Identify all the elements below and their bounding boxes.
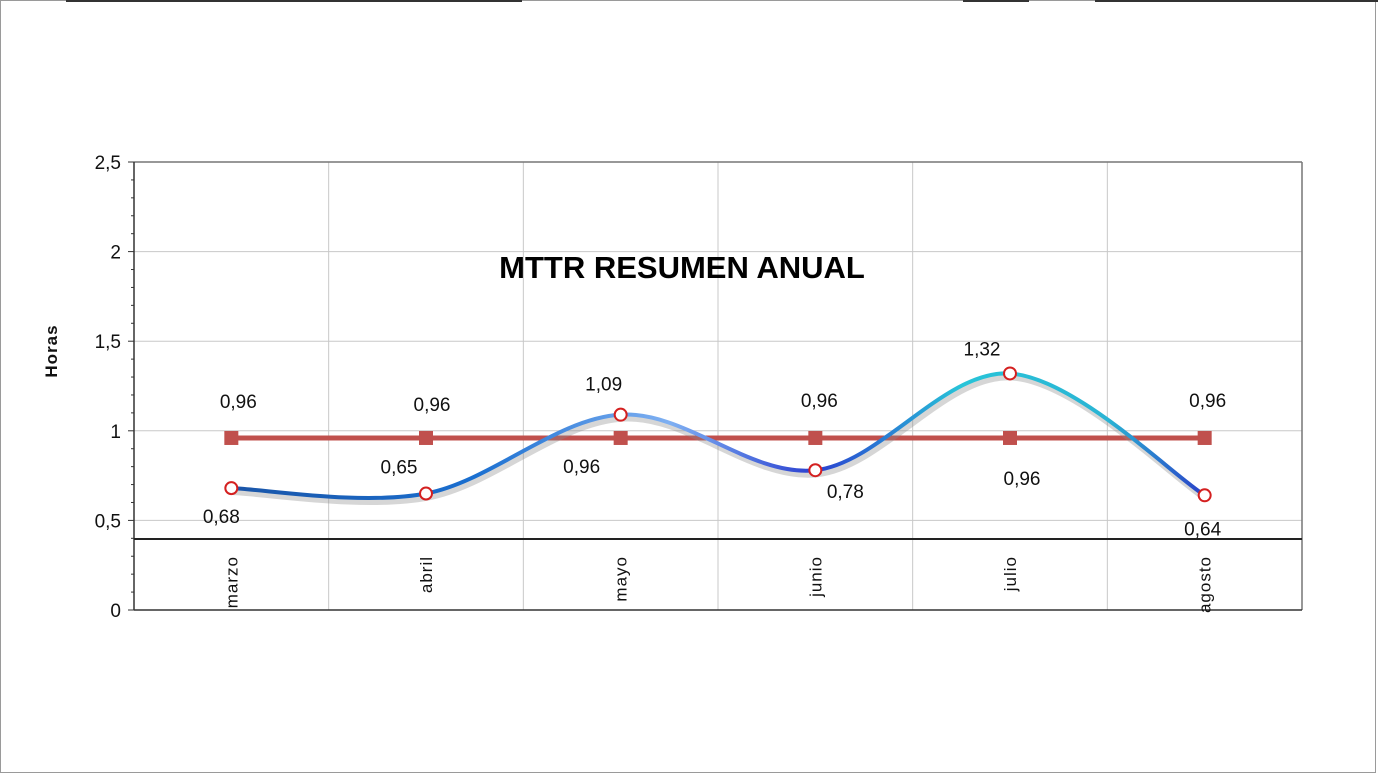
axes	[128, 161, 1303, 611]
series-2-data-label: 0,96	[1189, 391, 1226, 412]
series-1-data-label: 0,65	[381, 458, 418, 479]
series-2-marker	[613, 430, 628, 445]
chart-title: MTTR RESUMEN ANUAL	[499, 250, 865, 285]
series-2-marker	[1003, 430, 1017, 445]
y-tick-label: 0	[110, 601, 121, 622]
series-1-marker	[419, 486, 433, 501]
series-1-marker	[613, 407, 628, 422]
series-2-marker	[1197, 430, 1212, 445]
series-1-shadow	[233, 374, 1209, 505]
top-rule-mid	[963, 0, 1029, 2]
y-axis-title: Horas	[42, 324, 61, 377]
category-label-abril: abril	[417, 556, 436, 593]
series-1-data-label: 0,68	[203, 507, 240, 528]
data-labels: 0,68 0,65 1,09 0,78 1,32 0,64 0,96 0,96 0,96 0,96…	[203, 339, 1226, 540]
series-2-data-label: 0,96	[414, 395, 451, 416]
y-tick-labels: 0 0,5 1 1,5 2 2,5	[95, 153, 121, 622]
series-2-marker	[808, 430, 823, 445]
series-2-data-label: 0,96	[1004, 469, 1041, 490]
top-rule-right	[1095, 0, 1378, 2]
category-label-julio: julio	[1001, 556, 1020, 592]
category-label-mayo: mayo	[612, 556, 631, 602]
grid	[134, 161, 1302, 610]
y-tick-label: 0,5	[95, 511, 121, 532]
category-label-marzo: marzo	[222, 556, 241, 608]
series-layer	[224, 366, 1212, 505]
series-1-data-label: 1,09	[585, 375, 622, 396]
series-2-marker	[224, 430, 239, 445]
y-tick-label: 2,5	[95, 153, 121, 174]
series-2-data-label: 0,96	[801, 391, 838, 412]
series-2-marker	[419, 430, 433, 445]
series-2-data-label: 0,96	[220, 392, 257, 413]
y-tick-label: 1,5	[95, 332, 121, 353]
series-1-marker	[224, 481, 239, 496]
top-rule-left	[66, 0, 522, 2]
y-tick-label: 1	[110, 422, 121, 443]
series-1-marker	[1197, 488, 1212, 503]
series-1-data-label: 1,32	[964, 339, 1001, 360]
category-labels: marzo abril mayo junio julio agosto	[222, 556, 1214, 613]
series-2-data-label: 0,96	[563, 457, 600, 478]
series-1-data-label: 0,78	[827, 482, 864, 503]
category-label-agosto: agosto	[1196, 556, 1215, 613]
category-label-junio: junio	[806, 556, 825, 598]
y-tick-label: 2	[110, 243, 121, 264]
series-1-marker	[1003, 366, 1017, 381]
series-1-marker	[808, 463, 823, 478]
series-1-data-label: 0,64	[1184, 519, 1221, 540]
series-1-line	[231, 371, 1206, 500]
